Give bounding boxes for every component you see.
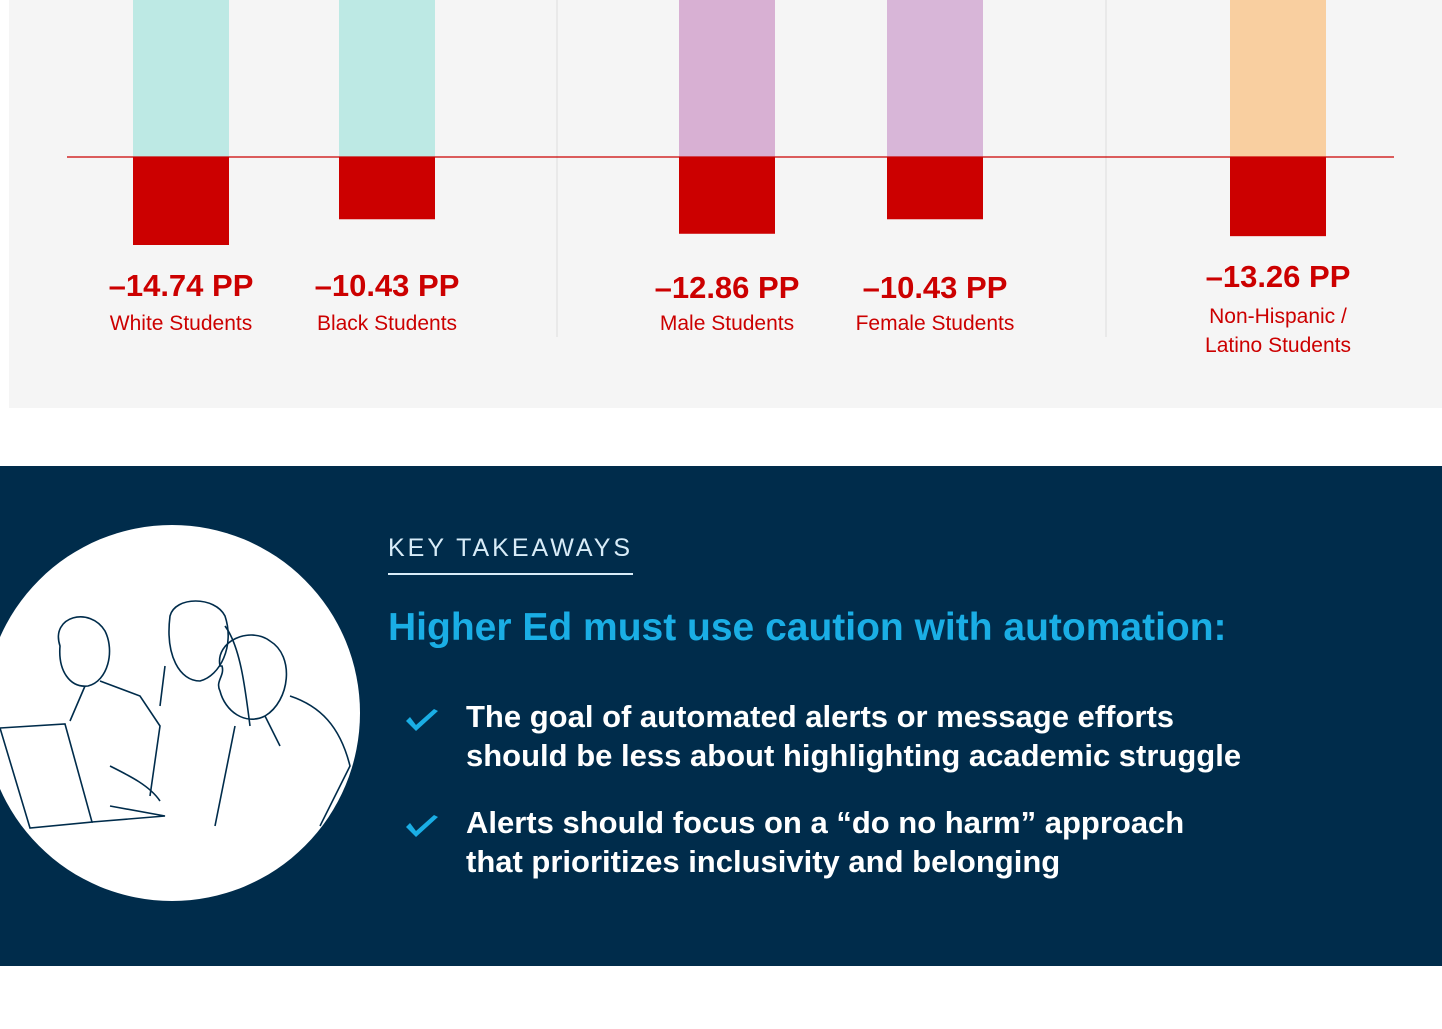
bullet-line: should be less about highlighting academ… xyxy=(466,736,1241,775)
illustration xyxy=(0,466,370,966)
bullet-text: The goal of automated alerts or message … xyxy=(466,697,1241,775)
bullet-text: Alerts should focus on a “do no harm” ap… xyxy=(466,803,1184,881)
category-label: Female Students xyxy=(825,309,1045,338)
bar xyxy=(887,157,983,219)
value-label: –10.43 PP xyxy=(277,268,497,304)
bar xyxy=(1230,157,1326,236)
value-label: –14.74 PP xyxy=(71,268,291,304)
bullet-line: that prioritizes inclusivity and belongi… xyxy=(466,842,1184,881)
bullet-line: Alerts should focus on a “do no harm” ap… xyxy=(466,803,1184,842)
takeaways-section: KEY TAKEAWAYS Higher Ed must use caution… xyxy=(0,466,1442,966)
check-path xyxy=(406,709,438,731)
context-bar xyxy=(679,0,775,157)
check-icon xyxy=(404,813,440,843)
bullet-line: The goal of automated alerts or message … xyxy=(466,697,1241,736)
category-label: Male Students xyxy=(617,309,837,338)
check-path xyxy=(406,815,438,837)
value-label: –13.26 PP xyxy=(1168,259,1388,295)
context-bar xyxy=(887,0,983,157)
heading: Higher Ed must use caution with automati… xyxy=(388,606,1227,650)
bar xyxy=(339,157,435,219)
context-bar xyxy=(1230,0,1326,157)
page: –14.74 PP White Students –10.43 PP Black St… xyxy=(0,0,1442,1029)
value-label: –12.86 PP xyxy=(617,270,837,306)
bar xyxy=(679,157,775,234)
value-label: –10.43 PP xyxy=(825,270,1045,306)
check-icon xyxy=(404,707,440,737)
context-bar xyxy=(133,0,229,157)
category-label: Non-Hispanic / Latino Students xyxy=(1193,302,1363,360)
eyebrow: KEY TAKEAWAYS xyxy=(388,534,633,575)
circle xyxy=(0,525,360,901)
bar xyxy=(133,157,229,245)
category-label: Black Students xyxy=(277,309,497,338)
context-bar xyxy=(339,0,435,157)
category-label: White Students xyxy=(71,309,291,338)
